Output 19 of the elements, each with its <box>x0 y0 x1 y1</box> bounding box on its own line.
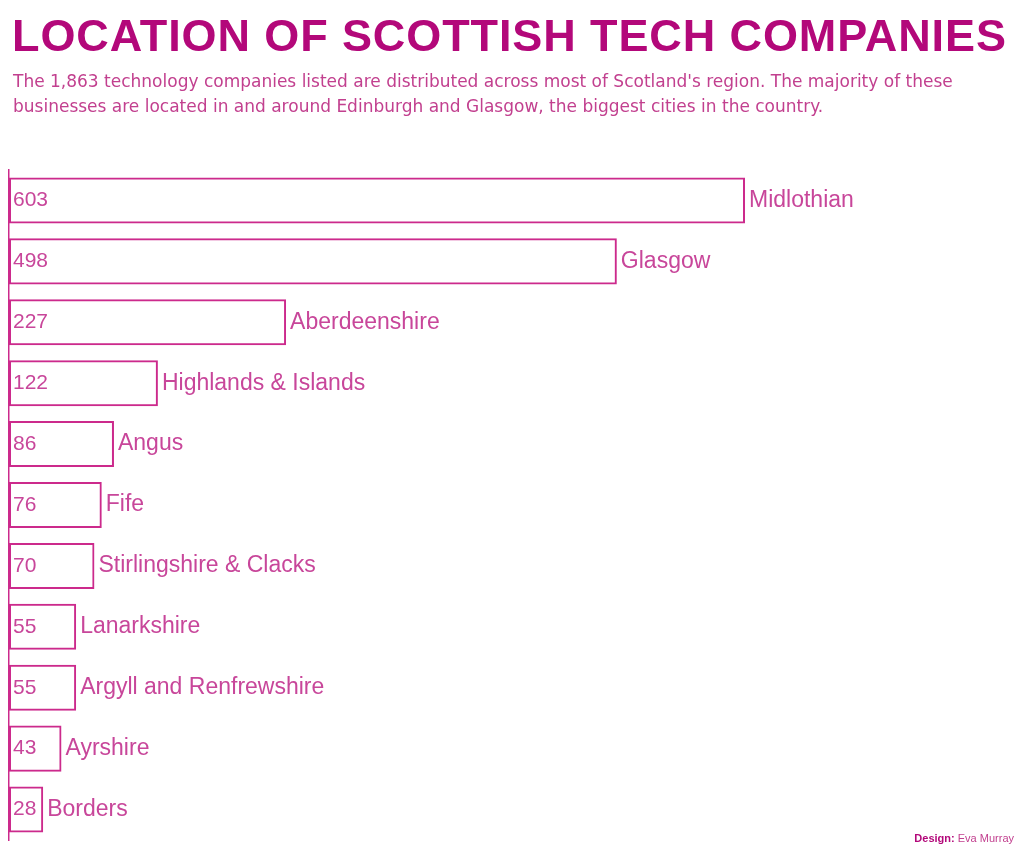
data-label: 498 <box>13 248 49 272</box>
y-tick-label: Angus <box>117 429 184 456</box>
chart-subtitle: The 1,863 technology companies listed are distributed across most of Scotland's region. The majority of these businesses are located in and around Edinburgh and Glasgow, the biggest cities in the country. <box>13 70 954 118</box>
y-tick-label: Borders <box>47 794 128 821</box>
y-tick-label: Argyll and Renfrewshire <box>80 673 325 700</box>
y-tick-label: Glasgow <box>620 246 711 273</box>
y-tick-label: Fife <box>105 490 145 517</box>
data-label: 603 <box>13 187 49 211</box>
data-label: 227 <box>13 309 49 333</box>
y-tick-label: Lanarkshire <box>80 612 201 639</box>
data-label: 122 <box>13 369 49 393</box>
y-tick-label: Midlothian <box>749 185 854 212</box>
data-label: 86 <box>13 430 37 454</box>
y-tick-label: Ayrshire <box>65 733 150 760</box>
y-tick-label: Stirlingshire & Clacks <box>98 551 316 578</box>
y-tick-label: Highlands & Islands <box>161 368 366 395</box>
text: Design: Eva Murray <box>914 832 1014 844</box>
y-tick-label: Aberdeenshire <box>290 307 440 334</box>
chart-title: LOCATION OF SCOTTISH TECH COMPANIES <box>12 10 1007 62</box>
